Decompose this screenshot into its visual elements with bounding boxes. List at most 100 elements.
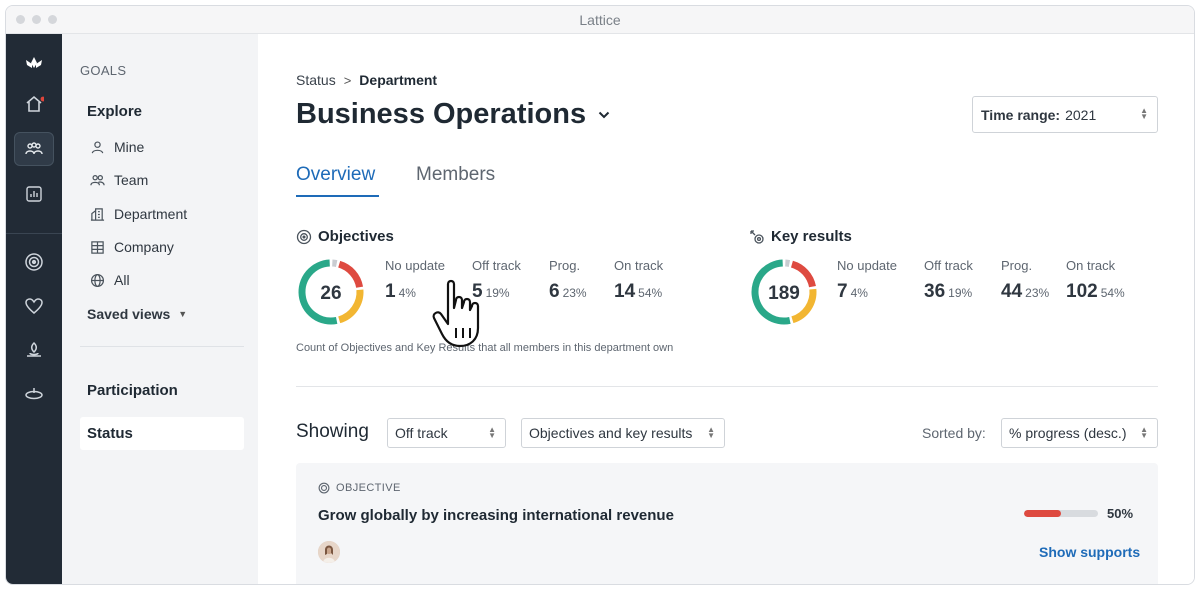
close-window-button[interactable] [16,15,25,24]
stat-percent: 4% [850,286,868,300]
objectives-total: 26 [320,283,341,304]
key-results-on-track: On track 102 54% [1066,258,1125,303]
saved-views-toggle[interactable]: Saved views ▼ [87,306,187,322]
stat-value: 44 [1001,281,1023,302]
department-icon [90,207,105,221]
status-filter-select[interactable]: Off track ▲ ▼ [387,418,506,448]
globe-icon [90,273,105,287]
status-nav-item[interactable]: Status [80,417,244,450]
stat-label: Prog. [1001,258,1033,273]
sorted-by-label: Sorted by: [922,425,986,441]
zoom-window-button[interactable] [48,15,57,24]
select-arrows-icon: ▲ ▼ [1140,425,1148,440]
key-results-donut: 189 [751,259,817,325]
select-arrows-icon: ▲ ▼ [707,425,715,440]
target-icon [296,229,312,244]
objective-tag: OBJECTIVE [318,482,401,494]
main-content: Status > Department Business Operations … [258,34,1194,584]
key-results-heading: Key results [749,228,852,245]
select-arrows-icon: ▲ ▼ [1140,106,1148,121]
nav-item-company[interactable]: Company [90,239,174,255]
stat-percent: 54% [1100,286,1125,300]
active-tab-indicator [296,195,379,197]
stat-percent: 54% [638,286,663,300]
sort-select[interactable]: % progress (desc.) ▲ ▼ [1001,418,1158,448]
stat-label: On track [1066,258,1116,273]
icon-rail [6,34,62,584]
breadcrumb-parent-link[interactable]: Status [296,72,336,88]
objectives-heading: Objectives [296,228,394,245]
objective-title[interactable]: Grow globally by increasing internationa… [318,507,674,524]
stat-value: 7 [837,281,848,302]
key-results-icon [750,229,764,244]
stat-value: 14 [614,281,636,302]
objectives-title: Objectives [318,228,394,245]
stat-value: 6 [549,281,560,302]
breadcrumb-current: Department [359,72,438,88]
rail-divider [6,233,62,234]
home-icon[interactable] [14,87,54,121]
explore-heading: Explore [87,103,143,120]
breadcrumb: Status > Department [296,72,437,88]
company-icon [91,240,104,254]
chevron-right-icon: > [343,72,352,88]
type-filter-select[interactable]: Objectives and key results ▲ ▼ [521,418,725,448]
participation-nav-item[interactable]: Participation [87,382,178,399]
goals-target-icon[interactable] [14,245,54,279]
stat-percent: 23% [562,286,587,300]
stat-label: On track [614,258,664,273]
stat-value: 36 [924,281,946,302]
stat-value: 102 [1066,281,1098,302]
time-range-select[interactable]: Time range: 2021 ▲ ▼ [972,96,1158,133]
tab-members[interactable]: Members [416,164,496,185]
objectives-no-update: No update 1 4% [385,258,445,303]
select-arrows-icon: ▲ ▼ [488,425,496,440]
minimize-window-button[interactable] [32,15,41,24]
stat-percent: 19% [948,286,973,300]
compensation-icon[interactable] [14,377,54,411]
stat-percent: 23% [1025,286,1050,300]
nav-item-mine[interactable]: Mine [90,139,144,155]
off-track-segment [338,260,364,289]
nav-item-all[interactable]: All [90,272,130,288]
stat-percent: 19% [485,286,510,300]
lattice-logo-icon[interactable] [14,46,54,80]
department-switcher[interactable]: Business Operations [296,98,610,131]
nav-item-team[interactable]: Team [90,172,148,188]
app-window: Lattice GOALS Explore [5,5,1195,585]
saved-views-label: Saved views [87,306,171,322]
avatar[interactable] [318,541,340,563]
show-supports-link[interactable]: Show supports [1039,544,1141,560]
nav-item-department[interactable]: Department [90,206,187,222]
page-title: Business Operations [296,98,587,130]
key-results-no-update: No update 7 4% [837,258,897,303]
goals-nav: GOALS Explore Mine Team Department Compa… [62,34,258,584]
nav-item-label: Team [114,172,149,188]
tab-overview[interactable]: Overview [296,164,376,185]
target-icon [318,482,330,494]
key-results-progressing: Prog. 44 23% [1001,258,1049,303]
on-track-segment [751,259,791,325]
objectives-off-track[interactable]: Off track 5 19% [472,258,521,303]
hand-pointer-cursor-icon [432,279,480,348]
objective-card[interactable]: OBJECTIVE Grow globally by increasing in… [296,463,1158,584]
count-note: Count of Objectives and Key Results that… [296,342,674,354]
section-divider [296,386,1158,387]
progress-bar [1024,510,1098,517]
feedback-heart-icon[interactable] [14,289,54,323]
people-icon[interactable] [14,132,54,166]
objectives-donut: 26 [298,259,364,325]
progress-segment [337,289,364,324]
growth-icon[interactable] [14,333,54,367]
goals-section-label: GOALS [80,63,127,78]
stat-label: Off track [924,258,973,273]
stat-label: Prog. [549,258,581,273]
analytics-icon[interactable] [14,177,54,211]
progress-segment [791,288,817,324]
stat-label: No update [385,258,445,273]
progress-bar-fill [1024,510,1061,517]
title-bar: Lattice [6,6,1194,34]
window-controls[interactable] [16,15,57,24]
key-results-off-track[interactable]: Off track 36 19% [924,258,973,303]
showing-label: Showing [296,421,369,442]
